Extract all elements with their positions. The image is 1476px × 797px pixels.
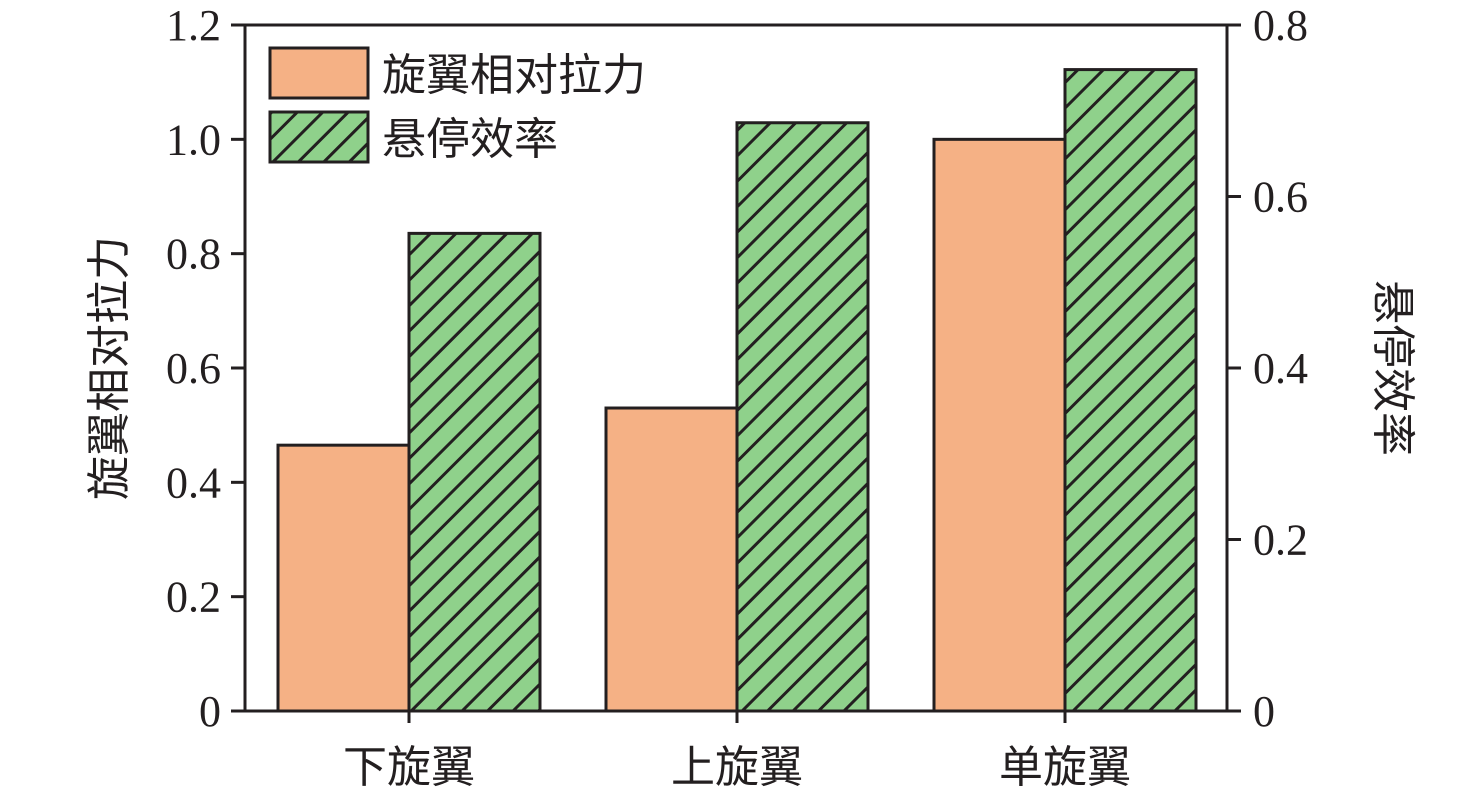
legend-label-efficiency: 悬停效率 (382, 114, 558, 165)
right-tick-label: 0.8 (1253, 1, 1308, 50)
bar-thrust-3 (932, 137, 1067, 713)
right-axis: 0 0.2 0.4 0.6 0.8 (1227, 1, 1308, 736)
legend-swatch-efficiency (268, 110, 370, 164)
left-axis: 0 0.2 0.4 0.6 0.8 1.0 1.2 (166, 1, 245, 736)
left-tick-label: 0.2 (166, 573, 221, 622)
bar-efficiency-3 (1063, 68, 1198, 713)
category-label: 单旋翼 (999, 742, 1131, 793)
category-label: 下旋翼 (343, 742, 475, 793)
bar-thrust-1 (276, 443, 411, 713)
legend-label-thrust: 旋翼相对拉力 (382, 50, 646, 101)
legend-swatch-thrust (268, 46, 370, 100)
left-tick-label: 1.0 (166, 115, 221, 164)
bar-efficiency-2 (735, 121, 870, 713)
bar-thrust-2 (604, 406, 739, 713)
left-tick-label: 0.4 (166, 458, 221, 507)
right-tick-label: 0 (1253, 687, 1275, 736)
bars-layer (276, 68, 1198, 713)
left-tick-label: 0.8 (166, 230, 221, 279)
category-label: 上旋翼 (671, 742, 803, 793)
legend: 旋翼相对拉力 悬停效率 (268, 46, 646, 165)
right-tick-label: 0.6 (1253, 173, 1308, 222)
left-tick-label: 0.6 (166, 344, 221, 393)
right-tick-label: 0.2 (1253, 516, 1308, 565)
right-axis-title: 悬停效率 (1367, 280, 1418, 456)
left-tick-label: 1.2 (166, 1, 221, 50)
left-axis-title: 旋翼相对拉力 (84, 236, 135, 500)
bar-efficiency-1 (407, 231, 542, 713)
left-tick-label: 0 (199, 687, 221, 736)
right-tick-label: 0.4 (1253, 344, 1308, 393)
x-axis-categories: 下旋翼 上旋翼 单旋翼 (343, 711, 1131, 793)
